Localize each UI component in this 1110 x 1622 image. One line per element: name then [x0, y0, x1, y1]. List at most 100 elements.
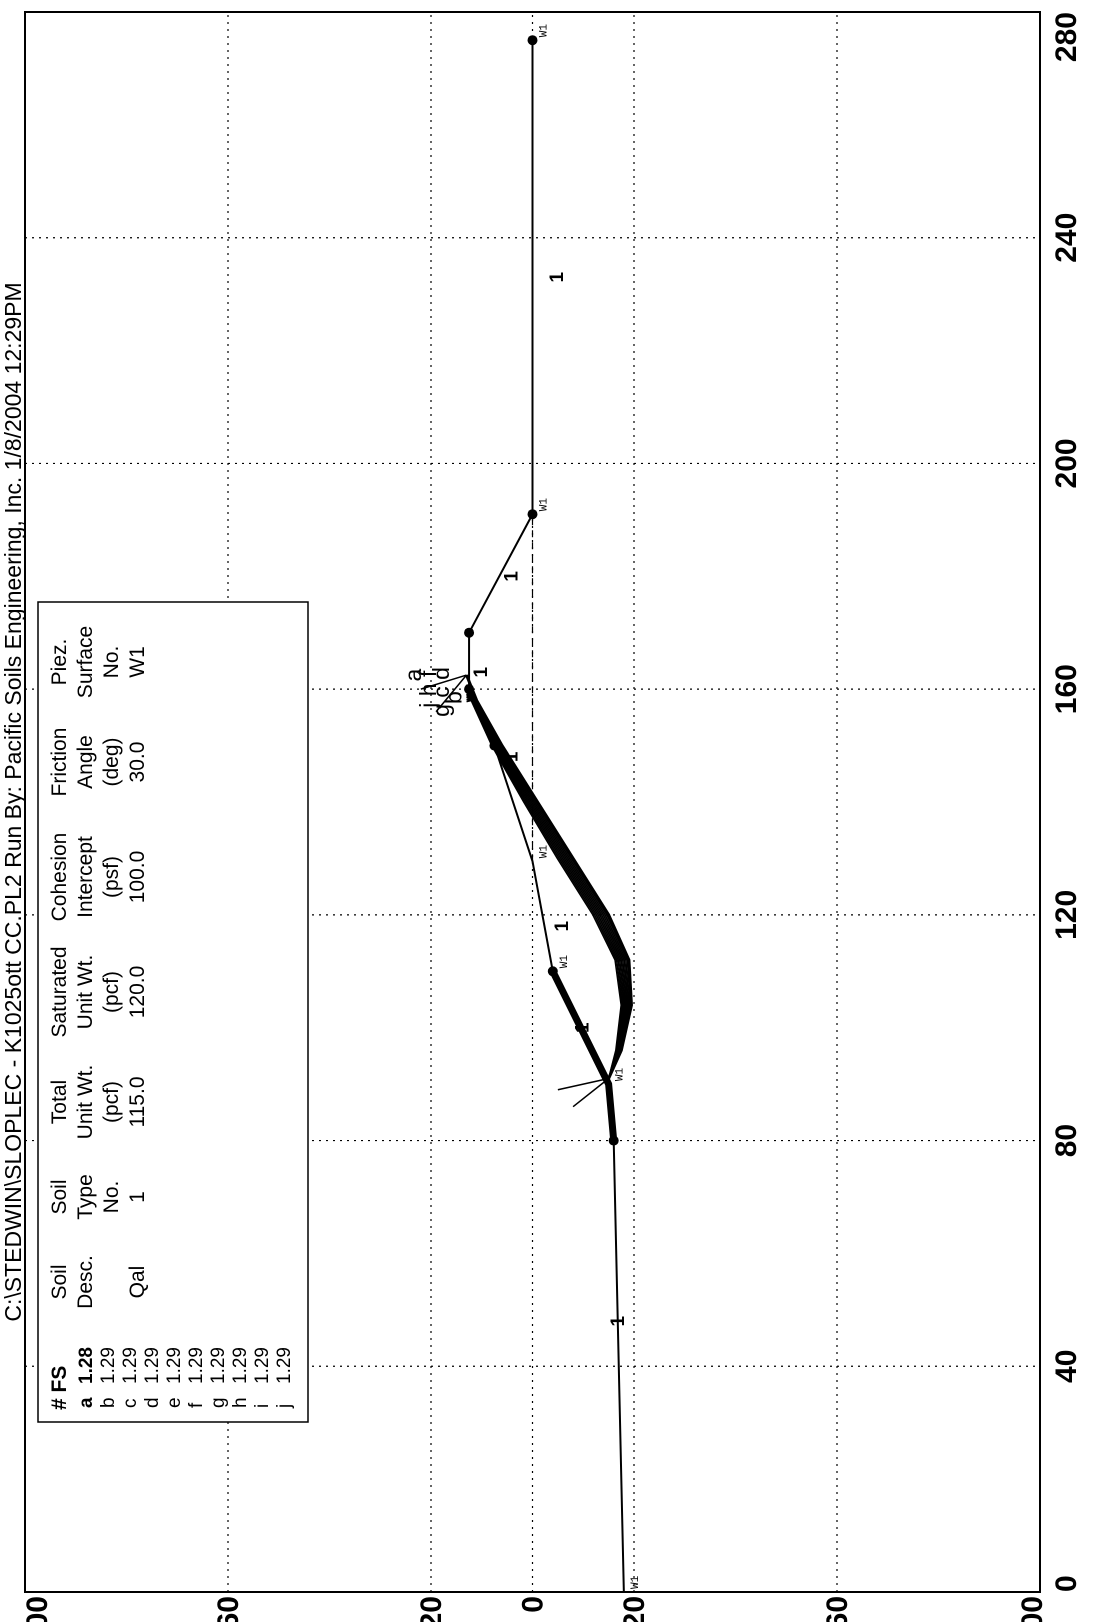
water-table-label: W1	[539, 498, 551, 512]
water-table-label: W1	[559, 955, 571, 969]
legend-fs-value: 1.29	[142, 1347, 163, 1384]
legend-fs-id: j	[274, 1404, 295, 1409]
legend-fs-id: a	[76, 1397, 97, 1408]
legend-fs-id: c	[120, 1399, 141, 1409]
entry-arrow	[435, 674, 468, 713]
failure-surface-f	[465, 693, 627, 1079]
x-tick-label: 120	[1050, 890, 1083, 940]
legend-column-header: Desc.	[74, 1255, 97, 1309]
legend-column-header: (psf)	[100, 856, 123, 898]
legend-fs-value: 1.29	[208, 1347, 229, 1384]
legend-fs-value: 1.29	[274, 1347, 295, 1384]
x-tick-label: 240	[1050, 213, 1083, 263]
x-axis-tick-labels: 0 40 80 120 160 200 240 280	[1050, 12, 1083, 1592]
failure-surface-label: j h f	[415, 670, 441, 709]
legend-soil-value: 30.0	[126, 742, 149, 783]
legend-column-header: Saturated	[48, 946, 71, 1037]
soil-number-label: 1	[501, 751, 522, 762]
legend-fs-id: g	[208, 1397, 229, 1408]
water-table-label: W1	[615, 1068, 627, 1082]
legend-fs-id: d	[142, 1397, 163, 1408]
y-tick-label: 60	[212, 1596, 245, 1622]
legend-frame	[37, 601, 309, 1423]
surface-point	[464, 684, 475, 695]
legend-fs-value: 1.29	[186, 1347, 207, 1384]
legend-soil-value: 100.0	[126, 851, 149, 904]
surface-point	[527, 35, 538, 46]
legend-column-header: Total	[48, 1080, 71, 1124]
legend-fs-value: 1.29	[252, 1347, 273, 1384]
x-tick-label: 40	[1050, 1350, 1083, 1383]
plot-header: C:\STEDWIN\SLOPLEC - K1025ott CC.PL2 Run…	[0, 282, 26, 1321]
x-tick-label: 160	[1050, 664, 1083, 714]
y-tick-label: 20	[415, 1596, 448, 1622]
legend-soil-value: 1	[126, 1191, 149, 1203]
legend-soil-value: W1	[126, 646, 149, 678]
surface-point	[527, 509, 538, 520]
exit-arrow	[572, 1077, 610, 1108]
legend-column-header: No.	[100, 646, 123, 679]
legend-column-header: Soil	[48, 1179, 71, 1214]
failure-surface-i	[466, 698, 624, 1079]
legend-column-header: Angle	[74, 735, 97, 789]
x-tick-label: 80	[1050, 1124, 1083, 1157]
legend-fs-id: b	[98, 1397, 119, 1408]
legend-column-header: Soil	[48, 1264, 71, 1299]
surface-point	[464, 627, 475, 638]
exit-arrow	[557, 1077, 609, 1091]
failure-surface-j	[466, 699, 622, 1079]
legend-column-header: Unit Wt.	[74, 1065, 97, 1140]
legend-column-header: Type	[74, 1174, 97, 1220]
legend-soil-value: 120.0	[126, 966, 149, 1019]
failure-surface-g	[466, 694, 626, 1079]
y-tick-label: 0	[517, 1596, 550, 1613]
legend-fs-id: h	[230, 1397, 251, 1408]
surface-point	[547, 966, 558, 977]
water-table-label: W1	[630, 1575, 642, 1589]
soil-number-label: 1	[471, 667, 492, 678]
legend-column-header: (pcf)	[100, 971, 123, 1013]
failure-surface-label: a	[400, 668, 426, 681]
entry-arrow	[420, 674, 467, 690]
legend-soil-value: Qal	[126, 1266, 149, 1299]
ground-surface-thick	[549, 969, 618, 1141]
soil-number-label: 1	[552, 920, 573, 931]
failure-surface-e	[465, 690, 628, 1079]
soil-number-label: 1	[572, 1022, 593, 1033]
legend-fs-value: 1.28	[76, 1347, 97, 1384]
legend-fs-value: 1.29	[98, 1347, 119, 1384]
x-tick-label: 0	[1050, 1575, 1083, 1592]
legend-column-header: Piez.	[48, 639, 71, 686]
water-table-markers: W1 W1 W1 W1 W1 W1	[531, 24, 642, 1589]
legend-fs-value: 1.29	[120, 1347, 141, 1384]
y-tick-label: -100	[1016, 1596, 1049, 1622]
legend-column-header: Intercept	[74, 836, 97, 918]
legend-fs-value: 1.29	[230, 1347, 251, 1384]
water-table-label: W1	[539, 845, 551, 859]
water-table-label: W1	[539, 24, 551, 38]
soil-number-label: 1	[608, 1315, 629, 1326]
y-tick-label: 100	[21, 1596, 54, 1622]
legend-column-header: (deg)	[100, 737, 123, 786]
plot-labels: 1 1 1 1 1 1 1 aj h fg c db	[400, 272, 629, 1327]
legend-box: # FS a 1.28 b 1.29 c 1.29 d 1.29 e 1.29 f 1.29 g 1.29 h…	[37, 601, 309, 1423]
soil-number-label: 1	[547, 272, 568, 283]
legend-soil-value: 115.0	[126, 1077, 149, 1128]
ground-surface	[464, 35, 625, 1593]
x-tick-label: 200	[1050, 438, 1083, 488]
legend-fs-value: 1.29	[164, 1347, 185, 1384]
legend-fs-header: # FS	[48, 1366, 71, 1410]
failure-surfaces	[420, 674, 633, 1108]
legend-fs-id: e	[164, 1397, 185, 1408]
legend-column-header: Friction	[48, 728, 71, 797]
surface-point	[608, 1135, 619, 1146]
legend-column-header: (pcf)	[100, 1081, 123, 1123]
y-axis-tick-labels: 100 60 20 0 -20 -60 -100	[21, 1596, 1049, 1622]
failure-surface-label: g c d	[428, 667, 454, 717]
legend-column-header: Cohesion	[48, 833, 71, 922]
legend-column-header: Unit Wt.	[74, 955, 97, 1030]
y-tick-label: -20	[618, 1596, 651, 1622]
legend-fs-id: f	[186, 1402, 207, 1408]
